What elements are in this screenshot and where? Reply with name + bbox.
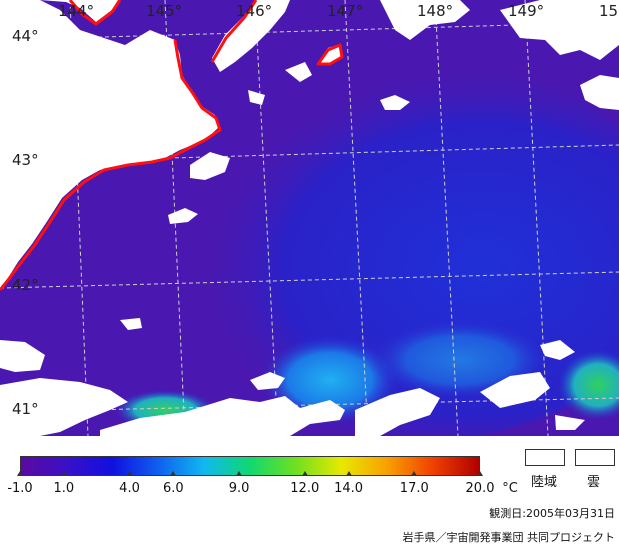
colorbar-tick-mark [17, 471, 23, 476]
colorbar-tick-mark [236, 471, 243, 476]
latitude-label-44: 44° [12, 27, 39, 45]
latitude-label-41: 41° [12, 400, 39, 418]
colorbar-tick-label: 6.0 [162, 481, 184, 496]
colorbar-unit-label: °C [502, 481, 518, 496]
coastline [0, 0, 344, 291]
colorbar-tick-label: 1.0 [53, 481, 75, 496]
colorbar-tick-mark [126, 471, 133, 476]
latitude-label-42: 42° [12, 276, 39, 294]
observation-date: 観測日:2005年03月31日 [489, 507, 615, 520]
longitude-label-148: 148° [417, 2, 454, 20]
longitude-label-145: 145° [146, 2, 183, 20]
green-water-patch-east [558, 350, 619, 420]
sst-map-canvas [0, 0, 619, 436]
colorbar-tick-mark [477, 471, 483, 476]
colorbar-tick-label: 4.0 [119, 481, 140, 496]
longitude-label-144: 144° [58, 2, 95, 20]
colorbar-tick-mark [301, 471, 308, 476]
longitude-label-150: 15 [599, 2, 619, 20]
colorbar-tick-label: -1.0 [7, 481, 33, 496]
colorbar-tick-mark [60, 471, 67, 476]
colorbar-tick-label: 20.0 [465, 481, 495, 496]
land-swatch [525, 449, 565, 466]
cloud-swatch [575, 449, 615, 466]
cyan-water-patch [260, 335, 400, 425]
colorbar-tick-label: 12.0 [290, 481, 320, 496]
land-legend-label: 陸域 [531, 475, 558, 490]
cloud-legend-label: 雲 [587, 475, 601, 490]
credit-line: 岩手県／宇宙開発事業団 共同プロジェクト [402, 531, 616, 544]
colorbar-tick-mark [170, 471, 177, 476]
colorbar-tick-label: 14.0 [334, 481, 364, 496]
latitude-label-43: 43° [12, 151, 39, 169]
colorbar-tick-label: 17.0 [399, 481, 429, 496]
longitude-label-149: 149° [508, 2, 545, 20]
temperature-colorbar [20, 456, 480, 476]
longitude-label-146: 146° [236, 2, 273, 20]
colorbar-tick-mark [345, 471, 352, 476]
land-and-cloud-mask [0, 0, 619, 436]
colorbar-tick-label: 9.0 [228, 481, 250, 496]
longitude-label-147: 147° [327, 2, 364, 20]
sst-map: 144° 145° 146° 147° 148° 149° 15 44° 43°… [0, 0, 619, 436]
colorbar-tick-mark [411, 471, 418, 476]
